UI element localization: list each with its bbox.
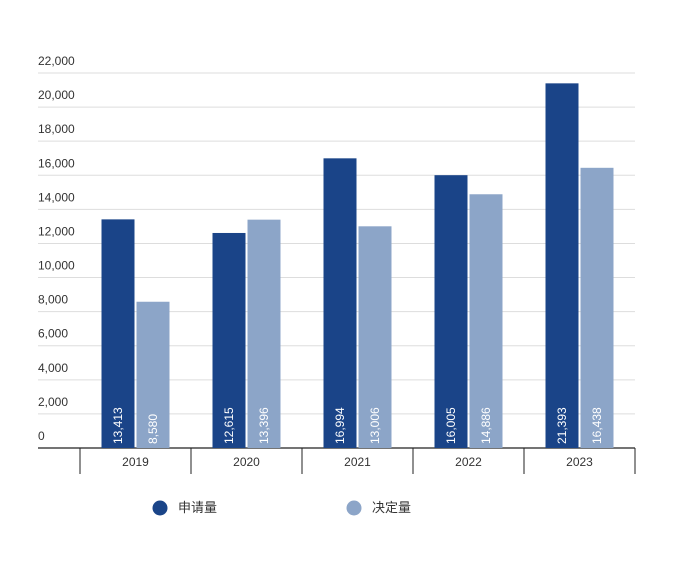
bar [247, 219, 281, 448]
y-tick-label: 4,000 [38, 361, 68, 375]
y-tick-label: 14,000 [38, 190, 75, 204]
value-label: 21,393 [555, 407, 569, 444]
legend-marker [152, 500, 168, 516]
x-tick-label: 2021 [344, 455, 371, 469]
value-label: 13,413 [111, 407, 125, 444]
value-label: 13,396 [257, 407, 271, 444]
value-label: 16,994 [333, 407, 347, 444]
y-tick-label: 2,000 [38, 395, 68, 409]
y-tick-label: 0 [38, 429, 45, 443]
bar [358, 226, 392, 448]
x-tick-label: 2019 [122, 455, 149, 469]
y-tick-label: 22,000 [38, 54, 75, 68]
value-label: 16,005 [444, 407, 458, 444]
x-tick-label: 2022 [455, 455, 482, 469]
value-label: 14,886 [479, 407, 493, 444]
bar [101, 219, 135, 448]
legend-label: 申请量 [178, 500, 217, 515]
y-tick-label: 12,000 [38, 224, 75, 238]
bar [469, 194, 503, 448]
y-tick-label: 16,000 [38, 156, 75, 170]
x-tick-label: 2023 [566, 455, 593, 469]
y-tick-label: 20,000 [38, 88, 75, 102]
bar [545, 83, 579, 448]
value-label: 8,580 [146, 414, 160, 444]
y-tick-label: 10,000 [38, 259, 75, 273]
y-tick-label: 8,000 [38, 293, 68, 307]
bar [323, 158, 357, 449]
value-label: 12,615 [222, 407, 236, 444]
legend-marker [346, 500, 362, 516]
bar [434, 175, 468, 448]
legend-label: 决定量 [372, 500, 411, 515]
x-tick-label: 2020 [233, 455, 260, 469]
bar [212, 232, 246, 448]
y-tick-label: 18,000 [38, 122, 75, 136]
value-label: 16,438 [590, 407, 604, 444]
y-tick-label: 6,000 [38, 327, 68, 341]
bar [136, 301, 170, 448]
value-label: 13,006 [368, 407, 382, 444]
bar [580, 167, 614, 448]
